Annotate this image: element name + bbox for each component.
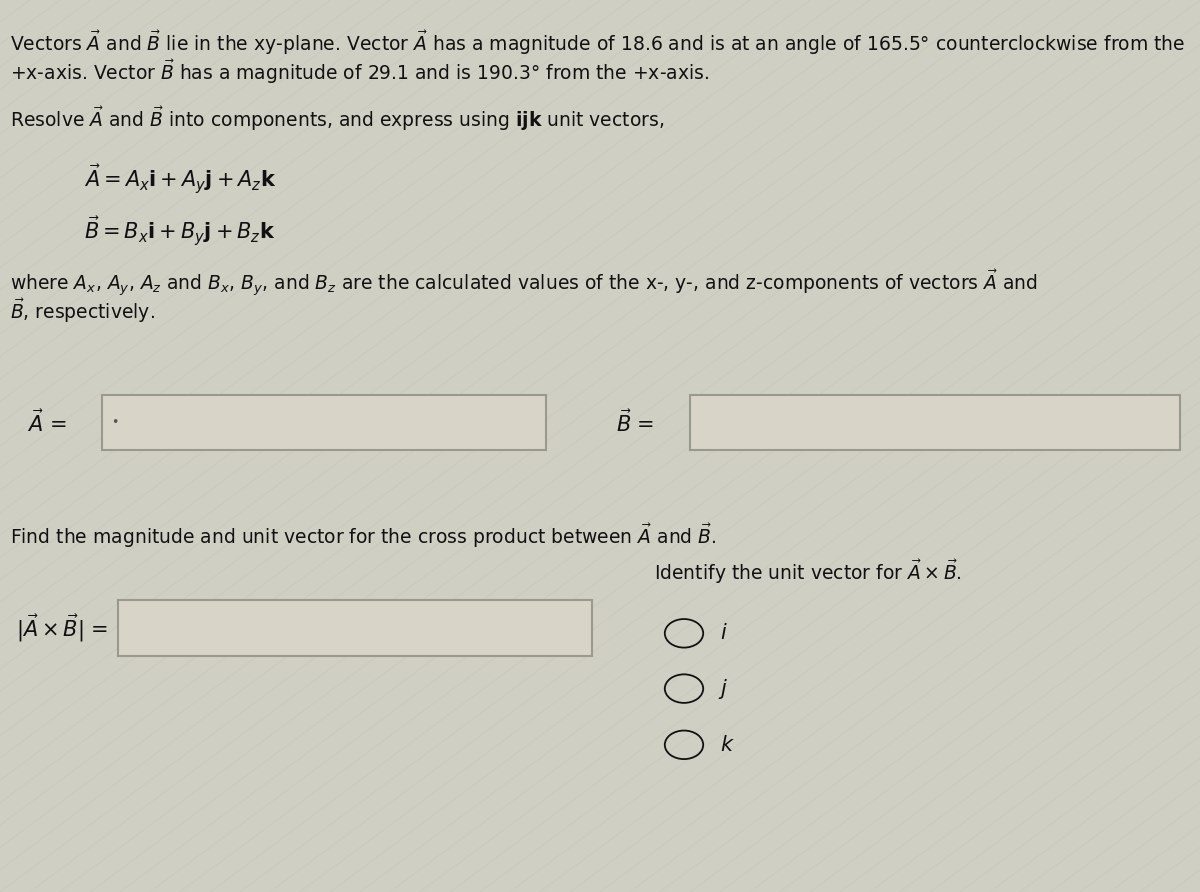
FancyBboxPatch shape [118, 600, 592, 656]
Text: k: k [720, 735, 732, 755]
FancyBboxPatch shape [102, 395, 546, 450]
Text: where $A_x$, $A_y$, $A_z$ and $B_x$, $B_y$, and $B_z$ are the calculated values : where $A_x$, $A_y$, $A_z$ and $B_x$, $B_… [10, 268, 1037, 298]
Text: j: j [720, 679, 726, 698]
Text: +x-axis. Vector $\vec{B}$ has a magnitude of 29.1 and is 190.3° from the +x-axis: +x-axis. Vector $\vec{B}$ has a magnitud… [10, 58, 709, 87]
Text: •: • [112, 417, 119, 429]
Text: $\vec{B}$, respectively.: $\vec{B}$, respectively. [10, 297, 155, 326]
Text: $\vec{A}$ =: $\vec{A}$ = [26, 409, 66, 436]
Text: Identify the unit vector for $\vec{A} \times \vec{B}$.: Identify the unit vector for $\vec{A} \t… [654, 558, 962, 586]
Text: Vectors $\vec{A}$ and $\vec{B}$ lie in the xy-plane. Vector $\vec{A}$ has a magn: Vectors $\vec{A}$ and $\vec{B}$ lie in t… [10, 29, 1184, 57]
FancyBboxPatch shape [690, 395, 1180, 450]
Text: $\vec{B} = B_x\mathbf{i} + B_y\mathbf{j} + B_z\mathbf{k}$: $\vec{B} = B_x\mathbf{i} + B_y\mathbf{j}… [84, 214, 276, 248]
Text: $\vec{B}$ =: $\vec{B}$ = [616, 409, 654, 436]
Text: Find the magnitude and unit vector for the cross product between $\vec{A}$ and $: Find the magnitude and unit vector for t… [10, 522, 716, 550]
Text: $|\vec{A} \times \vec{B}|$ =: $|\vec{A} \times \vec{B}|$ = [16, 612, 108, 644]
Text: i: i [720, 624, 726, 643]
Text: $\vec{A} = A_x\mathbf{i} + A_y\mathbf{j} + A_z\mathbf{k}$: $\vec{A} = A_x\mathbf{i} + A_y\mathbf{j}… [84, 162, 276, 196]
Text: Resolve $\vec{A}$ and $\vec{B}$ into components, and express using $\mathbf{ijk}: Resolve $\vec{A}$ and $\vec{B}$ into com… [10, 105, 664, 134]
